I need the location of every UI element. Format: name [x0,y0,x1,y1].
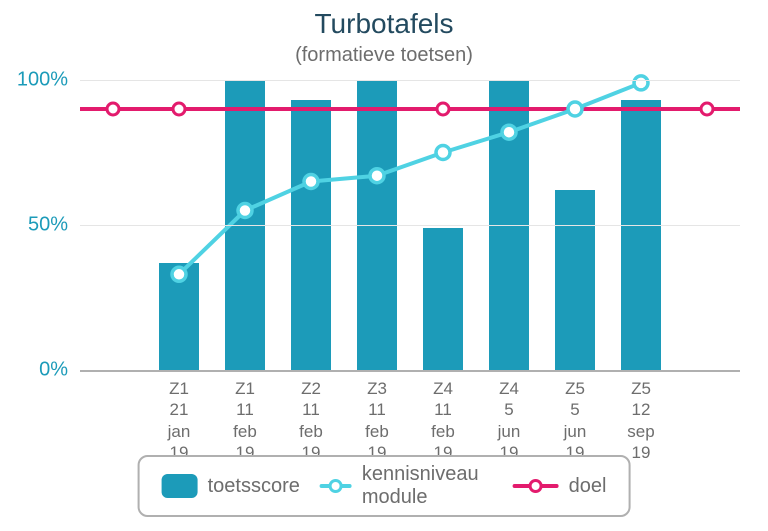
legend: toetsscore kennisniveau module doel [138,455,631,517]
bar-icon [162,474,198,498]
kennisniveau-marker [502,125,516,139]
legend-label: doel [569,475,607,498]
kennisniveau-marker [436,146,450,160]
kennisniveau-marker [172,267,186,281]
goal-marker [701,103,713,115]
gridline [80,225,740,226]
goal-marker [107,103,119,115]
y-tick-label: 0% [39,359,80,382]
y-tick-label: 50% [28,214,80,237]
plot-area: 0%50%100% [80,80,740,372]
gridline [80,80,740,81]
line-icon [320,477,352,495]
x-tick-label: Z1 21 jan 19 [168,378,191,463]
x-tick-label: Z4 5 jun 19 [498,378,521,463]
line-dot-icon [529,479,543,493]
legend-label: toetsscore [208,475,300,498]
x-tick-label: Z3 11 feb 19 [365,378,389,463]
x-tick-label: Z5 5 jun 19 [564,378,587,463]
legend-label: kennisniveau module [362,463,493,509]
x-tick-label: Z1 11 feb 19 [233,378,257,463]
line-icon [513,477,559,495]
legend-item-doel: doel [513,475,607,498]
goal-marker [437,103,449,115]
legend-item-kennisniveau: kennisniveau module [320,463,493,509]
x-tick-label: Z4 11 feb 19 [431,378,455,463]
chart-container: Turbotafels (formatieve toetsen) 0%50%10… [0,0,768,531]
kennisniveau-marker [238,204,252,218]
kennisniveau-marker [304,175,318,189]
x-tick-label: Z5 12 sep 19 [627,378,654,463]
line-dot-icon [329,479,343,493]
legend-item-toetsscore: toetsscore [162,474,300,498]
kennisniveau-marker [634,76,648,90]
y-tick-label: 100% [17,69,80,92]
goal-marker [173,103,185,115]
kennisniveau-marker [370,169,384,183]
kennisniveau-marker [568,102,582,116]
chart-subtitle: (formatieve toetsen) [0,44,768,67]
chart-title: Turbotafels [0,8,768,40]
x-tick-label: Z2 11 feb 19 [299,378,323,463]
